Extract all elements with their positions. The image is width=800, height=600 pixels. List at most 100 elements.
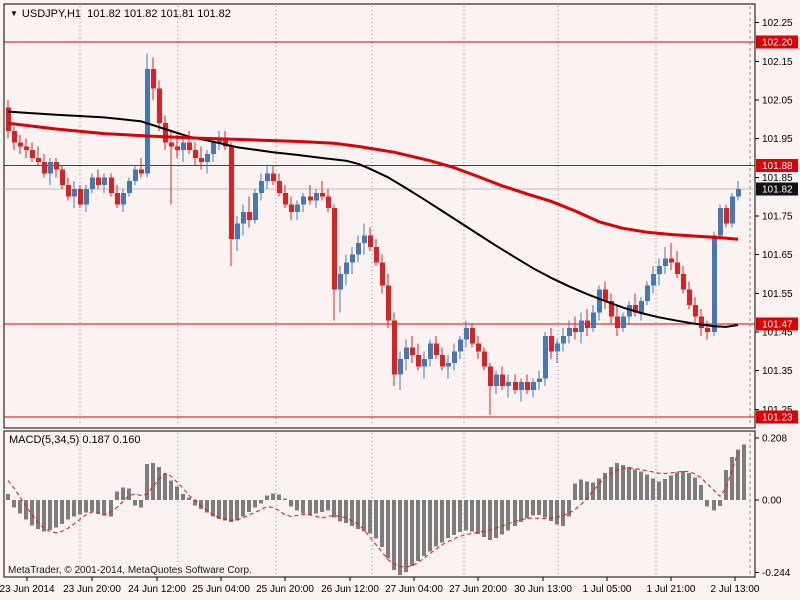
price-axis-label: 102.15 (762, 57, 793, 68)
candle-body (54, 161, 59, 170)
candle-body (488, 366, 493, 387)
candle-body (712, 235, 717, 332)
macd-histogram-bar (488, 500, 492, 541)
time-axis-label: 1 Jul 05:00 (583, 584, 632, 595)
macd-histogram-bar (458, 500, 462, 533)
candle-body (724, 208, 729, 224)
time-axis-label: 24 Jun 12:00 (128, 584, 186, 595)
candle-body (121, 192, 126, 205)
time-axis-label: 2 Jul 13:00 (711, 584, 760, 595)
macd-histogram-bar (609, 467, 613, 500)
candle-body (295, 204, 300, 213)
candle-body (169, 142, 174, 147)
candle-body (579, 320, 584, 332)
macd-histogram-bar (350, 500, 354, 527)
candle-body (434, 343, 439, 356)
macd-histogram-bar (675, 472, 679, 500)
price-axis-label: 101.65 (762, 250, 793, 261)
candle-body (277, 181, 282, 193)
price-axis-label: 102.25 (762, 18, 793, 29)
macd-axis-label: 0.00 (762, 496, 782, 507)
macd-histogram-bar (404, 500, 408, 573)
macd-histogram-bar (283, 498, 287, 500)
candle-body (157, 88, 162, 124)
chevron-down-icon[interactable]: ▼ (10, 9, 18, 18)
macd-histogram-bar (66, 500, 70, 520)
candle-body (283, 192, 288, 205)
price-axis-label: 101.85 (762, 173, 793, 184)
candle-body (633, 304, 638, 313)
candle-body (84, 188, 89, 205)
candle-body (537, 378, 542, 383)
macd-histogram-bar (295, 500, 299, 511)
macd-histogram-bar (326, 500, 330, 511)
candle-body (591, 312, 596, 329)
candle-body (585, 320, 590, 329)
candle-body (36, 157, 41, 162)
macd-histogram-bar (380, 500, 384, 548)
macd-histogram-bar (187, 497, 191, 500)
macd-histogram-bar (332, 500, 336, 518)
candle-body (374, 246, 379, 263)
macd-histogram-bar (157, 467, 161, 500)
price-axis-label: 101.45 (762, 327, 793, 338)
candle-body (247, 212, 252, 220)
candle-body (597, 289, 602, 313)
macd-histogram-bar (742, 444, 746, 500)
candle-body (531, 382, 536, 390)
candle-body (494, 374, 499, 387)
macd-histogram-bar (308, 500, 312, 515)
candle-body (718, 208, 723, 236)
level-price-badge (756, 317, 798, 331)
candle-body (102, 177, 107, 186)
candle-body (681, 273, 686, 290)
candle-body (48, 161, 53, 174)
macd-histogram-bar (12, 500, 16, 508)
level-price-badge-label: 101.23 (762, 413, 793, 424)
price-axis-label: 101.75 (762, 211, 793, 222)
price-axis-label: 102.05 (762, 95, 793, 106)
candle-body (603, 289, 608, 302)
bid-price-badge-label: 101.82 (762, 184, 793, 195)
candle-body (519, 382, 524, 390)
macd-histogram-bar (549, 500, 553, 521)
macd-histogram-bar (223, 500, 227, 521)
macd-histogram-bar (585, 481, 589, 500)
macd-histogram-bar (470, 500, 474, 532)
macd-histogram-bar (525, 500, 529, 519)
candle-body (416, 355, 421, 367)
candle-body (18, 142, 23, 147)
macd-histogram-bar (464, 500, 468, 531)
macd-histogram-bar (500, 500, 504, 535)
macd-histogram-bar (428, 500, 432, 552)
candle-body (223, 138, 228, 147)
macd-histogram-bar (687, 473, 691, 500)
candle-body (175, 146, 180, 151)
candle-body (199, 157, 204, 162)
candle-body (621, 316, 626, 329)
price-axis-label: 101.35 (762, 366, 793, 377)
candle-body (410, 347, 415, 356)
candle-body (730, 196, 735, 224)
candle-body (699, 316, 704, 329)
macd-histogram-bar (699, 485, 703, 500)
candle-body (72, 188, 77, 197)
macd-histogram-bar (434, 500, 438, 547)
candle-body (404, 347, 409, 360)
time-axis-label: 23 Jun 2014 (0, 584, 55, 595)
macd-histogram-bar (338, 500, 342, 522)
candle-body (96, 177, 101, 186)
macd-histogram-bar (54, 500, 58, 528)
macd-histogram-bar (705, 500, 709, 507)
copyright-label: MetaTrader, © 2001-2014, MetaQuotes Soft… (8, 565, 252, 576)
macd-histogram-bar (494, 500, 498, 539)
macd-signal-line (7, 452, 739, 568)
macd-histogram-bar (374, 500, 378, 539)
candle-body (271, 173, 276, 182)
macd-histogram-bar (84, 500, 88, 513)
candle-body (42, 161, 47, 174)
chart-header: ▼ USDJPY,H1 101.82 101.82 101.81 101.82 (10, 8, 231, 20)
macd-histogram-bar (416, 500, 420, 562)
ohlc-quote-label: 101.82 101.82 101.81 101.82 (87, 8, 231, 20)
